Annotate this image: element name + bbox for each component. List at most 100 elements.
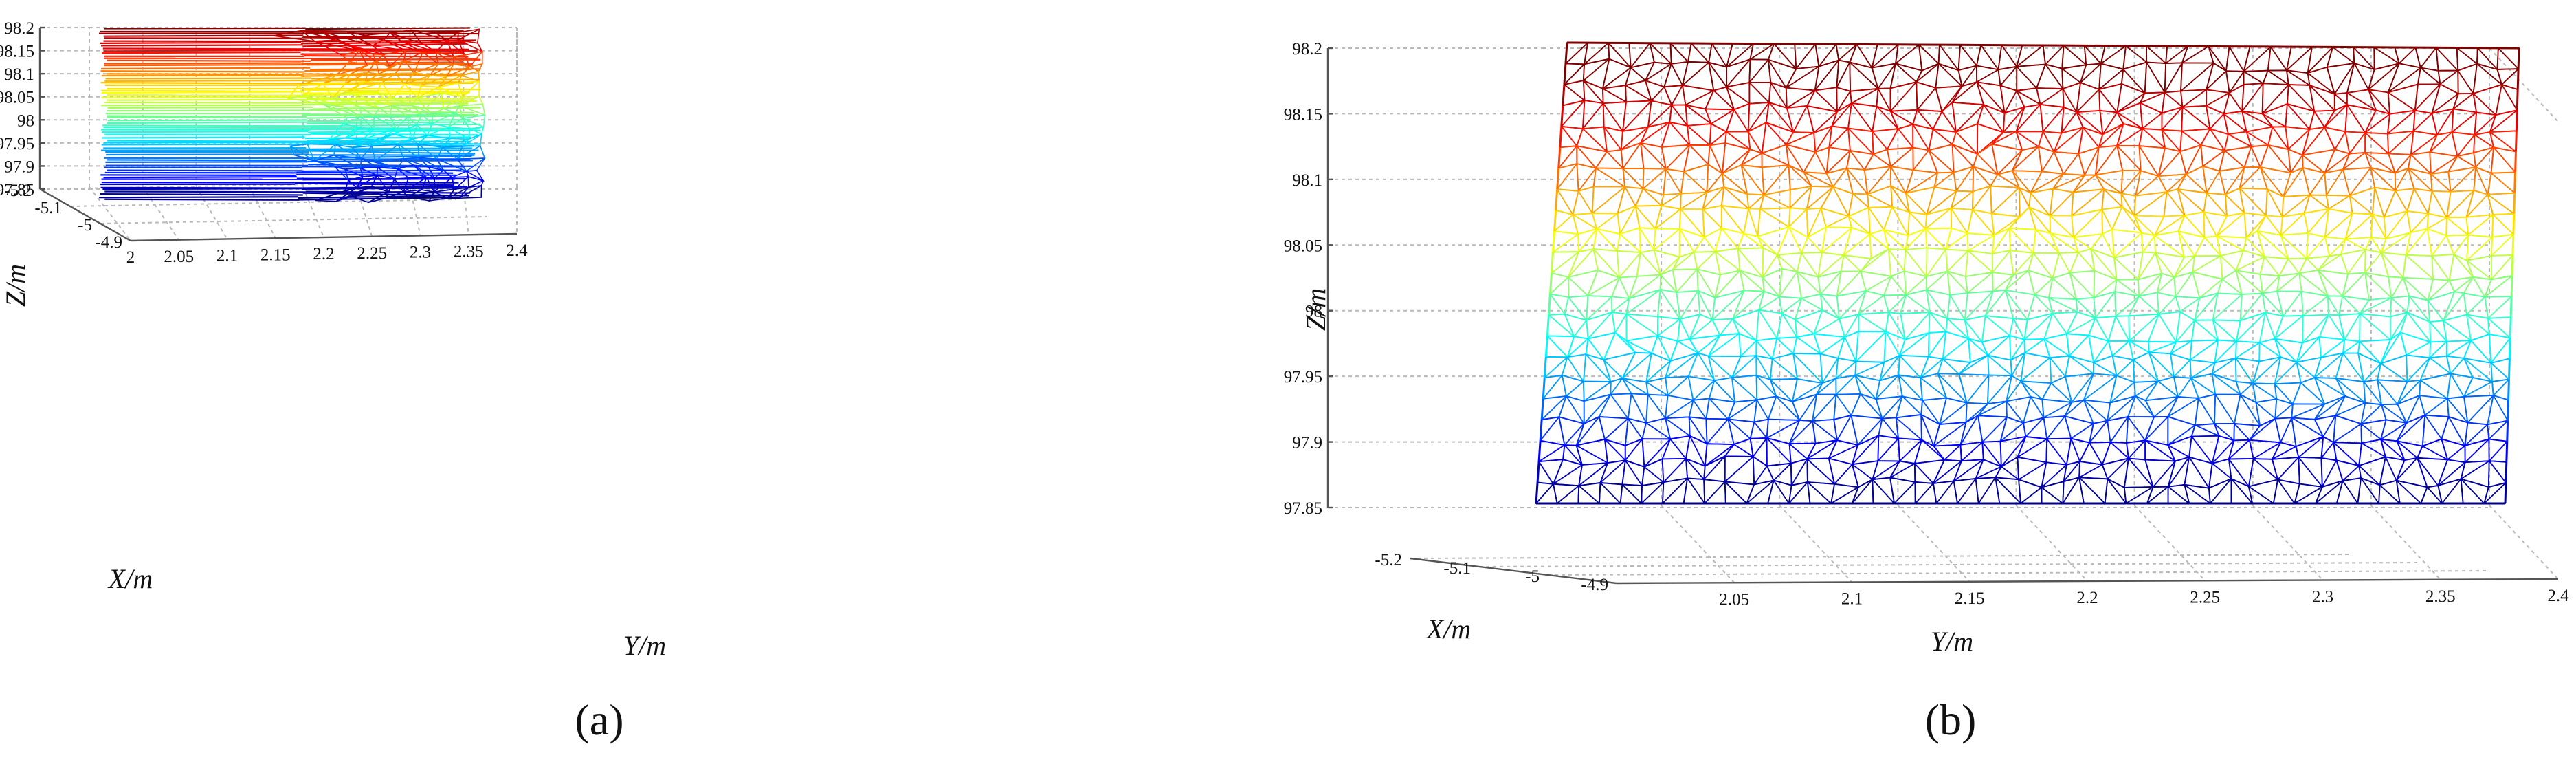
b-mesh-cell-7-33 bbox=[2240, 188, 2267, 216]
b-mesh-cell-14-0 bbox=[1546, 336, 1574, 357]
b-mesh-cell-13-27 bbox=[2109, 316, 2129, 341]
b-mesh-cell-21-2 bbox=[1578, 483, 1600, 503]
b-mesh-cell-12-22 bbox=[2006, 290, 2035, 320]
b-mesh-cell-9-35 bbox=[2281, 233, 2309, 259]
b-mesh-cell-3-12 bbox=[1807, 106, 1837, 133]
b-mesh-cell-14-24 bbox=[2044, 334, 2069, 358]
b-mesh-cell-8-18 bbox=[1925, 208, 1951, 229]
b-mesh-cell-9-7 bbox=[1694, 228, 1722, 252]
b-z-tick-label-1: 97.9 bbox=[1292, 434, 1322, 453]
b-mesh-cell-21-13 bbox=[1808, 482, 1834, 503]
b-mesh-cell-21-45 bbox=[2484, 483, 2506, 503]
a-mesh-stripe-52 bbox=[102, 92, 303, 93]
b-mesh-cell-13-6 bbox=[1678, 314, 1700, 341]
b-mesh-cell-9-16 bbox=[1884, 230, 1908, 250]
b-mesh-cell-8-27 bbox=[2112, 207, 2142, 233]
b-mesh-cell-5-8 bbox=[1722, 143, 1750, 173]
a-grid-floor-x-2 bbox=[100, 217, 487, 224]
b-mesh-outline-46 bbox=[2518, 48, 2519, 69]
b-mesh-outline-134 bbox=[1564, 63, 1566, 84]
a-grid-floor-y-4 bbox=[303, 187, 324, 237]
b-mesh-outline-66 bbox=[2506, 462, 2507, 483]
b-mesh-cell-10-6 bbox=[1673, 252, 1698, 270]
b-mesh-cell-7-39 bbox=[2373, 188, 2395, 217]
b-mesh-cell-9-21 bbox=[1992, 228, 2010, 254]
b-mesh-cell-6-2 bbox=[1594, 168, 1625, 187]
b-mesh-cell-15-21 bbox=[1988, 356, 2012, 376]
b-mesh-cell-3-42 bbox=[2432, 109, 2453, 135]
b-mesh-outline-129 bbox=[1557, 168, 1559, 189]
b-mesh-cell-5-12 bbox=[1803, 147, 1829, 173]
b-mesh-cell-1-29 bbox=[2165, 63, 2182, 92]
b-mesh-cell-13-38 bbox=[2339, 314, 2360, 341]
panel-a-surface-mesh bbox=[99, 28, 485, 202]
panel-b-zlabel: Z/m bbox=[1300, 288, 1331, 331]
b-mesh-cell-18-24 bbox=[2044, 416, 2072, 439]
b-mesh-cell-20-3 bbox=[1600, 460, 1625, 484]
b-mesh-cell-1-26 bbox=[2099, 63, 2123, 89]
b-mesh-cell-1-25 bbox=[2080, 63, 2101, 89]
b-mesh-cell-15-30 bbox=[2170, 353, 2191, 378]
b-mesh-cell-21-27 bbox=[2105, 479, 2127, 503]
b-mesh-cell-3-14 bbox=[1848, 103, 1876, 131]
b-mesh-cell-15-37 bbox=[2315, 353, 2343, 378]
b-mesh-cell-5-18 bbox=[1929, 144, 1953, 173]
b-z-tick-label-0: 97.85 bbox=[1284, 499, 1322, 518]
b-mesh-cell-20-5 bbox=[1642, 459, 1663, 486]
b-mesh-cell-9-11 bbox=[1777, 227, 1808, 255]
panel-a-ylabel: Y/m bbox=[623, 630, 666, 661]
b-mesh-cell-19-0 bbox=[1539, 441, 1564, 461]
b-mesh-cell-4-40 bbox=[2388, 131, 2414, 155]
b-mesh-cell-6-38 bbox=[2343, 168, 2375, 196]
b-mesh-cell-18-3 bbox=[1599, 417, 1628, 446]
b-mesh-cell-3-40 bbox=[2388, 111, 2415, 134]
b-mesh-cell-21-23 bbox=[2019, 479, 2042, 503]
b-mesh-cell-19-5 bbox=[1642, 439, 1670, 467]
b-mesh-cell-14-13 bbox=[1814, 334, 1845, 358]
b-mesh-cell-10-9 bbox=[1738, 248, 1764, 277]
b-mesh-cell-9-37 bbox=[2325, 237, 2346, 256]
a-mesh-stripe-34 bbox=[101, 71, 305, 72]
b-mesh-cell-15-19 bbox=[1938, 359, 1970, 374]
b-mesh-cell-13-0 bbox=[1547, 314, 1574, 337]
a-mesh-stripe-130 bbox=[102, 188, 302, 189]
b-mesh-cell-17-33 bbox=[2234, 395, 2260, 426]
b-mesh-cell-5-24 bbox=[2054, 152, 2085, 175]
b-mesh-cell-16-12 bbox=[1792, 379, 1822, 402]
b-mesh-cell-5-2 bbox=[1596, 150, 1623, 168]
b-mesh-outline-130 bbox=[1559, 147, 1560, 168]
b-mesh-cell-13-39 bbox=[2360, 314, 2390, 341]
b-mesh-cell-21-30 bbox=[2168, 485, 2190, 503]
b-grid-floor-y-2 bbox=[1898, 505, 1969, 582]
b-mesh-cell-17-4 bbox=[1628, 393, 1648, 422]
b-mesh-cell-8-45 bbox=[2492, 214, 2514, 237]
b-mesh-cell-19-28 bbox=[2127, 440, 2145, 459]
b-mesh-cell-17-26 bbox=[2084, 400, 2110, 424]
b-mesh-cell-2-31 bbox=[2206, 89, 2230, 113]
b-mesh-cell-16-24 bbox=[2042, 377, 2072, 402]
b-mesh-cell-20-8 bbox=[1704, 456, 1725, 481]
b-mesh-cell-18-27 bbox=[2107, 417, 2128, 443]
a-mesh-cell-13-8 bbox=[467, 171, 483, 181]
b-mesh-cell-2-32 bbox=[2224, 85, 2244, 114]
b-mesh-cell-1-42 bbox=[2439, 71, 2458, 94]
panel-b-ylabel: Y/m bbox=[1931, 626, 1973, 657]
b-mesh-outline-52 bbox=[2515, 173, 2516, 193]
b-mesh-cell-20-30 bbox=[2168, 457, 2189, 487]
b-mesh-cell-11-39 bbox=[2365, 273, 2391, 301]
b-mesh-cell-11-7 bbox=[1697, 269, 1720, 298]
b-mesh-cell-17-45 bbox=[2487, 395, 2508, 424]
b-mesh-cell-11-35 bbox=[2277, 273, 2302, 291]
panel-a-x-ticks: -5.2-5.1-5-4.9 bbox=[4, 182, 122, 252]
a-y-tick-label-6: 2.3 bbox=[410, 243, 431, 262]
b-mesh-cell-21-25 bbox=[2063, 477, 2084, 503]
b-mesh-cell-6-42 bbox=[2431, 172, 2451, 192]
a-mesh-stripe-57 bbox=[307, 98, 474, 99]
a-z-tick-label-3: 98 bbox=[17, 111, 34, 130]
b-mesh-outline-54 bbox=[2513, 214, 2514, 235]
b-mesh-cell-20-18 bbox=[1915, 460, 1944, 483]
b-mesh-cell-18-13 bbox=[1812, 420, 1837, 444]
b-mesh-cell-8-32 bbox=[2217, 213, 2246, 237]
b-mesh-cell-1-9 bbox=[1749, 59, 1770, 83]
b-mesh-cell-7-27 bbox=[2121, 193, 2135, 215]
